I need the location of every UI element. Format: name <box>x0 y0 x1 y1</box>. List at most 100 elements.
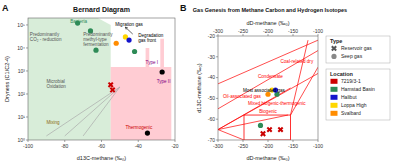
text-line: Biogenic <box>259 109 277 114</box>
arrow-head <box>125 27 127 29</box>
boundary-line <box>218 73 318 129</box>
legend: Location7219/3-1Hamstad BasinHalibutLopp… <box>326 69 390 120</box>
plot-area <box>28 18 171 140</box>
y-tick <box>26 140 28 141</box>
legend-title: Type <box>330 38 342 44</box>
y-tick <box>26 47 28 48</box>
x-axis-label: dD-methane (‰₀) <box>246 155 289 161</box>
text-line: Oxidation <box>46 84 66 89</box>
boundary-line <box>46 87 120 136</box>
text-line: fermentation <box>83 42 109 47</box>
x-tick-label: -250 <box>238 143 248 149</box>
region <box>28 18 111 140</box>
legend-swatch <box>331 79 338 84</box>
y-tick <box>26 24 28 25</box>
text-line: Oil-associated gas <box>223 94 261 99</box>
legend-marker <box>331 45 337 51</box>
x2-tick <box>243 34 244 36</box>
y-tick-label: 10⁵ <box>17 22 25 28</box>
x2-tick <box>318 34 319 36</box>
annotation: Mixed biogenic-thermogenic <box>248 101 306 106</box>
text-line: methyl-type <box>83 37 107 42</box>
text-line: Bacteria <box>70 19 87 24</box>
annotation: Condensate <box>258 74 283 79</box>
text-line: Degradation <box>138 33 163 38</box>
annotation: Type I <box>146 60 159 65</box>
boundary-line <box>218 51 318 109</box>
arrow <box>125 27 132 34</box>
y-tick-label: 10⁰ <box>17 137 25 143</box>
legend-swatch <box>331 95 338 100</box>
text-line: Microbial <box>46 79 64 84</box>
x-tick-label: -150 <box>288 143 298 149</box>
legend-label: Halibut <box>341 94 357 100</box>
plot-frame <box>28 18 175 140</box>
text-line: Mixed biogenic-thermogenic <box>248 101 306 106</box>
text-line: Predominantly <box>30 32 60 37</box>
x2-tick-label: -150 <box>288 28 298 34</box>
boundary-line <box>291 67 319 115</box>
legend-label: Svalbard <box>341 110 361 116</box>
data-point <box>108 82 114 88</box>
annotation: Migration gas <box>115 22 143 27</box>
text-line: Mixing <box>46 120 60 125</box>
annotation: Biogenic <box>259 109 277 114</box>
annotation: Mixing <box>46 120 60 125</box>
y-tick-label: 10⁴ <box>17 45 25 51</box>
y-tick <box>216 119 218 120</box>
y-axis-label: d13C-methane (‰₀) <box>196 63 202 113</box>
text-line: Migration gas <box>115 22 143 27</box>
x-tick-label: -100 <box>313 143 323 149</box>
x-axis-label: d13C-methane (‰₀) <box>77 155 127 161</box>
legend-label: 7219/3-1 <box>341 78 361 84</box>
annotation: MicrobialOxidation <box>46 79 66 89</box>
data-point <box>278 127 284 133</box>
boundary-line <box>218 115 288 130</box>
x2-axis-label: dD-methane (‰₀) <box>246 20 289 26</box>
legend-frame <box>326 36 390 63</box>
y-tick-label: 10¹ <box>18 114 26 120</box>
x-tick-label: -300 <box>213 143 223 149</box>
annotation: PredominantlyCO₂ - reduction <box>30 32 62 42</box>
legend-label: Reservoir gas <box>341 45 372 51</box>
text-line: Most associated gas <box>243 88 286 93</box>
legend-swatch <box>331 103 338 108</box>
y-tick <box>216 98 218 99</box>
y-tick <box>26 116 28 117</box>
y-tick <box>216 77 218 78</box>
y-tick <box>26 93 28 94</box>
panel-label: B <box>180 3 187 13</box>
y-tick <box>216 140 218 141</box>
annotation: Coal-related dry <box>281 59 314 64</box>
text-line: Type II <box>157 79 171 84</box>
text-line: Thermogenic <box>125 125 153 130</box>
data-point <box>132 49 137 54</box>
y-tick-label: 10³ <box>18 68 26 74</box>
plot-frame <box>218 36 318 140</box>
data-point <box>160 69 165 74</box>
plot-area <box>218 40 318 140</box>
y-tick <box>26 70 28 71</box>
x2-tick <box>268 34 269 36</box>
y-tick-label: -40 <box>208 74 215 80</box>
data-point <box>126 37 131 42</box>
annotation: Bacteria <box>70 19 87 24</box>
x-tick-label: -200 <box>263 143 273 149</box>
text-line: gas front <box>138 38 157 43</box>
y-tick-label: -20 <box>208 33 215 39</box>
x-tick-label: -40 <box>135 143 142 149</box>
boundary-line <box>65 87 120 136</box>
y-tick-label: -30 <box>208 54 215 60</box>
text-line: Type I <box>146 60 159 65</box>
y-tick-label: -60 <box>208 116 215 122</box>
legend: TypeReservoir gasSeep gas <box>326 36 390 63</box>
data-point <box>267 127 273 133</box>
x-tick-label: -100 <box>23 143 33 149</box>
legend-swatch <box>331 87 338 92</box>
data-point <box>258 123 263 128</box>
chart: -100-80-60-40-2010⁰10¹10²10³10⁴10⁵d13C-m… <box>0 0 400 167</box>
panel: -300-250-200-150-100-300-250-200-150-100… <box>180 3 390 161</box>
data-point <box>145 130 150 135</box>
data-point <box>260 131 266 137</box>
annotation: Type II <box>157 79 171 84</box>
